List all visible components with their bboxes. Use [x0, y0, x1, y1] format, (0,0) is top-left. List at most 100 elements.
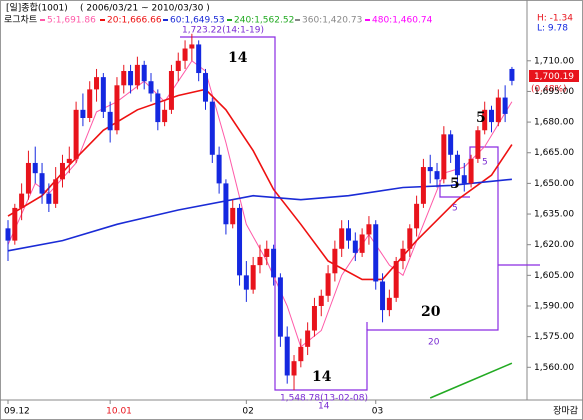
- candle-body: [420, 167, 426, 204]
- candle-body: [291, 361, 297, 376]
- candle-body: [39, 173, 45, 194]
- ma-line: [429, 362, 513, 399]
- legend-label: 240:1,562.52: [234, 16, 294, 26]
- legend-label: 360:1,420.73: [302, 16, 362, 26]
- candle-body: [264, 248, 270, 257]
- annotation: 1,548.78(13-02-08): [280, 394, 368, 404]
- candle-body: [346, 228, 351, 241]
- ma-line: [7, 178, 512, 252]
- candle-body: [468, 158, 474, 184]
- candle-body: [373, 224, 379, 282]
- h-label: H: -1.34: [537, 14, 573, 24]
- scale-label: 로그차트: [4, 14, 37, 26]
- candle-body: [155, 93, 161, 123]
- candle-body: [182, 48, 188, 61]
- annotation: 5: [450, 176, 460, 192]
- ma-line: [7, 88, 513, 281]
- y-tick-label: 1,560.00: [534, 363, 574, 373]
- candle-body: [87, 89, 93, 118]
- candle-body: [495, 97, 501, 123]
- candle-body: [32, 162, 38, 174]
- candle-body: [148, 81, 154, 94]
- candle-body: [189, 44, 195, 49]
- candle-body: [19, 193, 25, 208]
- candle-body: [271, 248, 277, 278]
- y-tick-label: 1,635.00: [534, 210, 574, 220]
- annotation: 14: [312, 369, 332, 385]
- x-tick-label: 10.01: [106, 407, 132, 417]
- candle-body: [25, 162, 31, 194]
- legend-label: 480:1,460.74: [372, 16, 433, 26]
- candle-body: [311, 306, 317, 331]
- candle-body: [332, 248, 338, 274]
- candle-body: [400, 248, 406, 262]
- candle-body: [284, 336, 290, 376]
- candle-body: [94, 77, 100, 90]
- candle-body: [305, 330, 311, 347]
- candle-body: [318, 295, 324, 306]
- candle-body: [128, 71, 134, 86]
- x-tick-label: 09.12: [4, 407, 30, 417]
- y-tick-label: 1,590.00: [534, 302, 574, 312]
- candle-body: [80, 109, 86, 118]
- period: ( 2006/03/21 ~ 2010/03/30 ): [80, 4, 210, 14]
- candle-body: [352, 240, 358, 253]
- annotation: 20: [428, 338, 440, 348]
- candle-body: [175, 60, 181, 71]
- candle-body: [5, 228, 11, 241]
- x-tick-label: 03: [372, 407, 383, 417]
- candle-body: [53, 179, 59, 204]
- candle-body: [386, 297, 392, 311]
- candle-body: [461, 175, 467, 184]
- legend-label: 60:1,649.53: [170, 16, 225, 26]
- candle-body: [380, 281, 386, 311]
- candle-body: [196, 44, 202, 74]
- candle-body: [414, 203, 420, 229]
- candle-body: [475, 130, 481, 159]
- annotation: 5: [482, 158, 488, 168]
- y-tick-label: 1,605.00: [534, 271, 574, 281]
- annotation: 5: [476, 110, 486, 126]
- candle-body: [168, 71, 174, 110]
- annotation: 14: [318, 402, 330, 412]
- annotation: 14: [228, 50, 248, 66]
- candle-body: [427, 167, 433, 172]
- candle-body: [509, 68, 515, 81]
- l-label: L: 9.78: [537, 24, 568, 34]
- y-tick-label: 1,650.00: [534, 179, 574, 189]
- candle-body: [243, 275, 249, 290]
- candle-body: [73, 109, 79, 159]
- candle-body: [359, 234, 365, 253]
- candle-body: [407, 228, 413, 249]
- candle-body: [202, 73, 208, 102]
- candle-body: [298, 346, 304, 362]
- candle-body: [66, 158, 72, 163]
- candle-body: [277, 277, 283, 337]
- last-price-box: [529, 70, 579, 82]
- candle-body: [100, 77, 106, 112]
- candle-body: [237, 207, 243, 276]
- candle-body: [46, 193, 52, 204]
- candle-body: [12, 207, 18, 241]
- candle-body: [107, 111, 113, 131]
- candle-body: [121, 71, 127, 86]
- candle-body: [223, 183, 229, 225]
- candle-body: [482, 109, 488, 131]
- candle-body: [216, 154, 222, 184]
- annotation: 20: [421, 304, 441, 320]
- candle-body: [393, 261, 399, 298]
- candle-body: [325, 273, 331, 296]
- y-tick-label: 1,665.00: [534, 148, 574, 158]
- candle-body: [434, 171, 440, 180]
- y-tick-label: 1,575.00: [534, 332, 574, 342]
- y-tick-label: 1,620.00: [534, 240, 574, 250]
- candle-body: [114, 85, 120, 131]
- candle-body: [209, 101, 215, 155]
- chart-title: [일]종합(1001): [6, 3, 68, 14]
- annotation: 1,723.22(14:1-19): [182, 26, 264, 36]
- candle-body: [454, 154, 460, 176]
- candle-body: [489, 109, 495, 123]
- candle-body: [441, 134, 447, 180]
